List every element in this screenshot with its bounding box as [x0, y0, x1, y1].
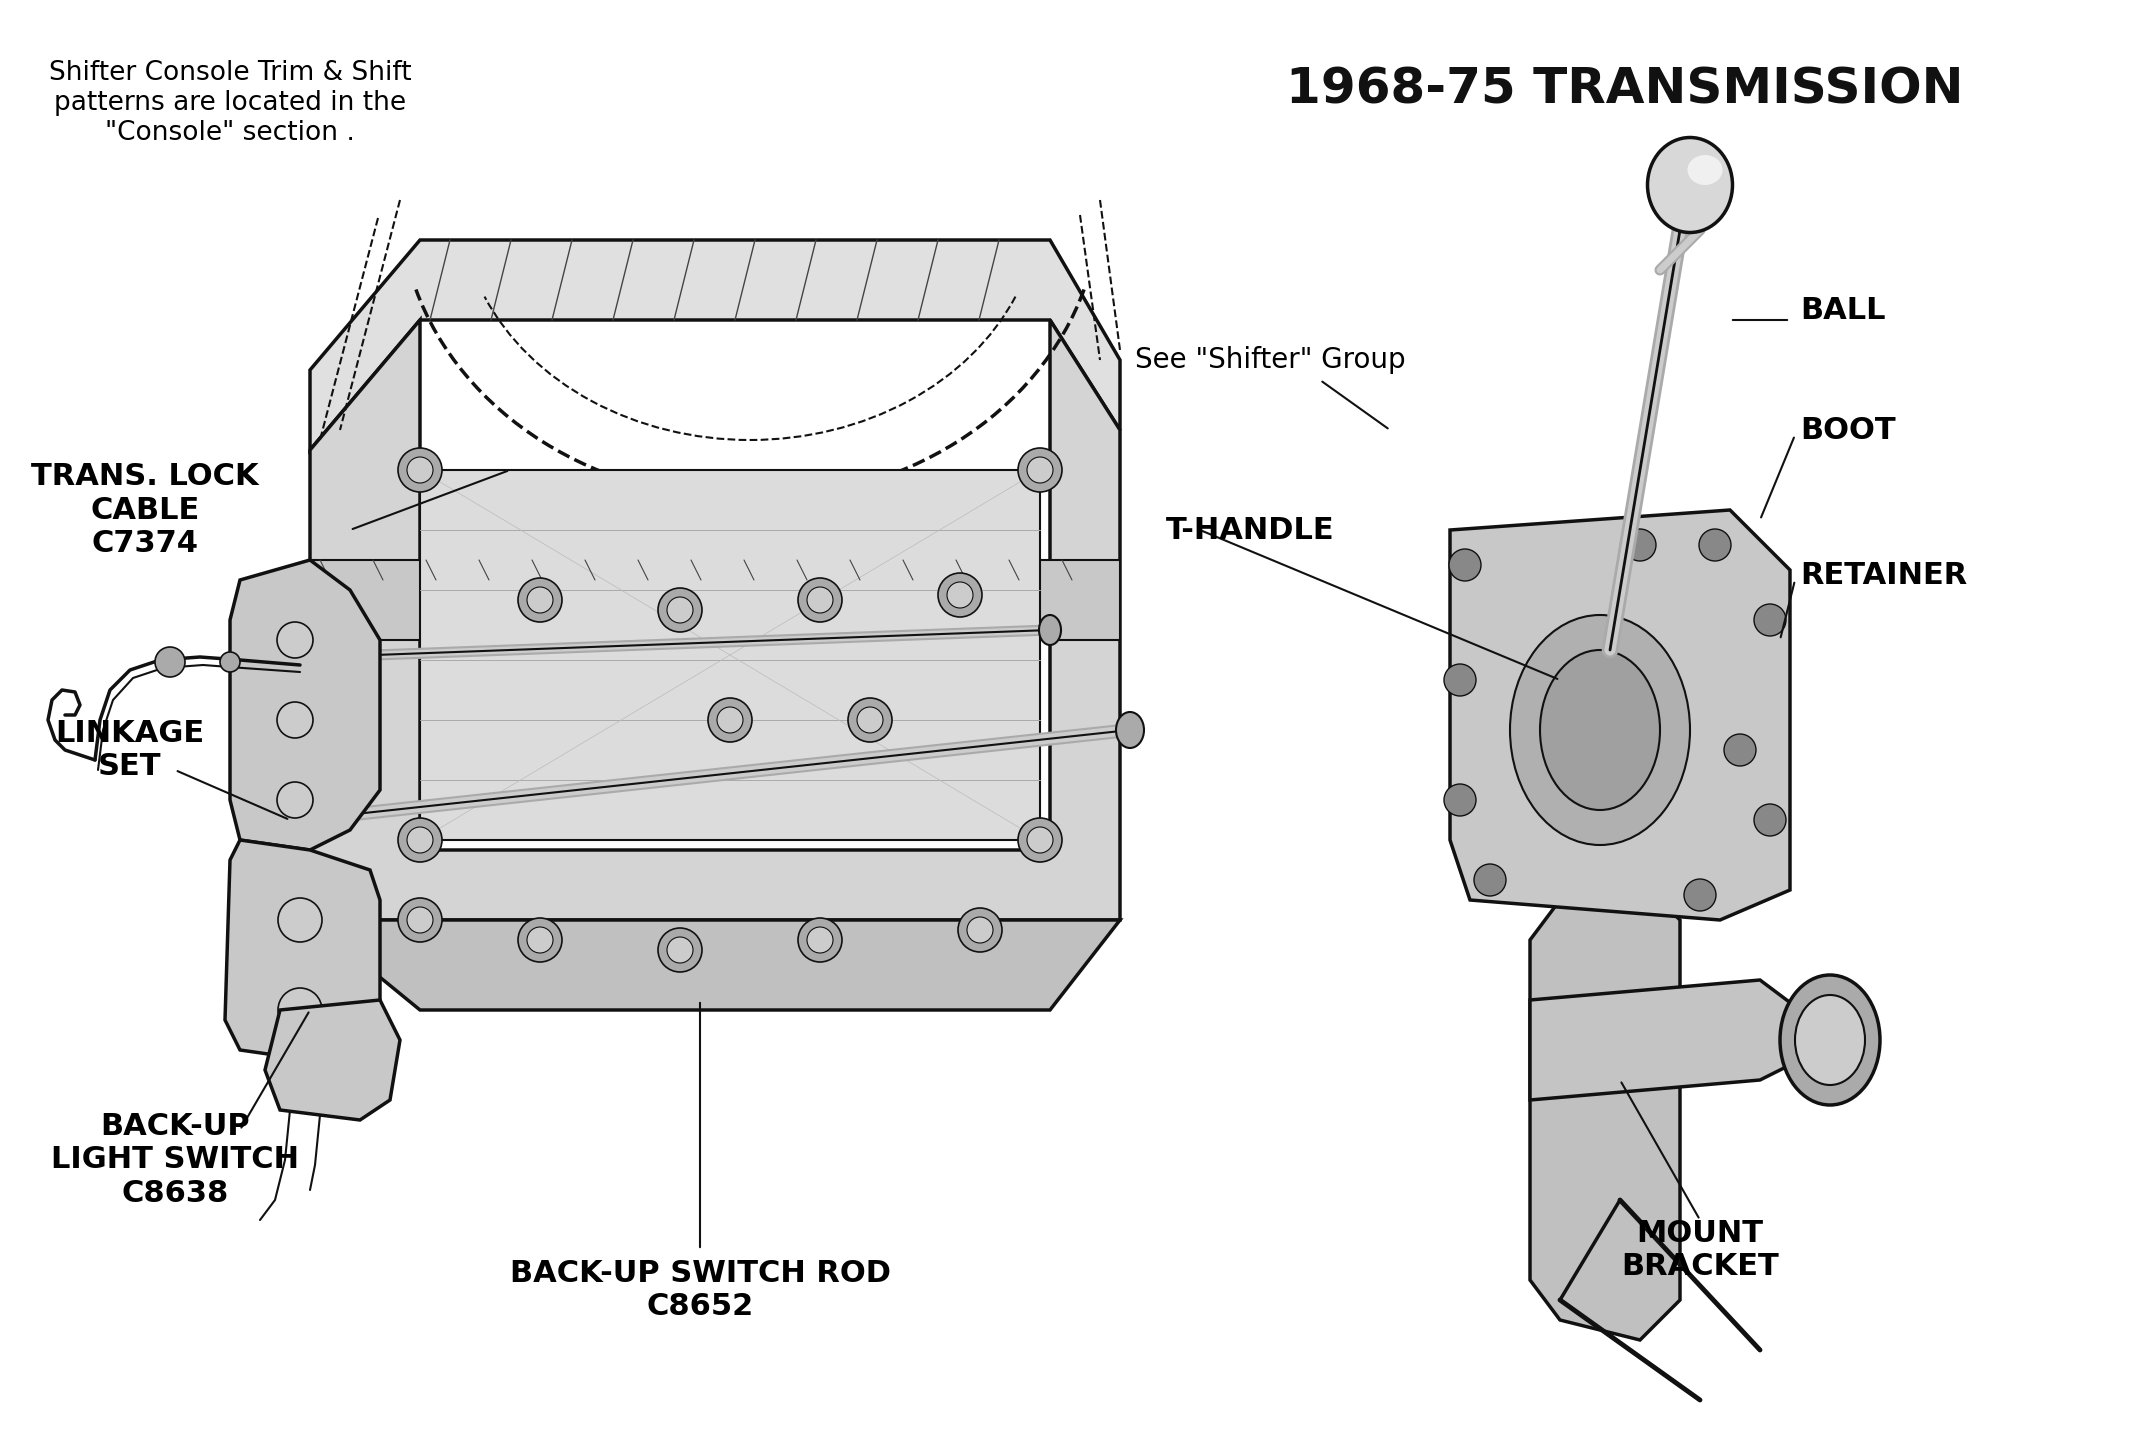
Circle shape [277, 702, 314, 737]
Polygon shape [419, 470, 1041, 840]
Text: BALL: BALL [1800, 296, 1886, 324]
Polygon shape [230, 560, 381, 850]
Circle shape [277, 782, 314, 817]
Circle shape [858, 707, 884, 733]
Circle shape [1623, 529, 1656, 562]
Circle shape [707, 697, 752, 742]
Circle shape [1754, 604, 1787, 636]
Circle shape [398, 897, 443, 942]
Circle shape [1445, 664, 1477, 696]
Circle shape [155, 647, 185, 677]
Text: MOUNT
BRACKET: MOUNT BRACKET [1621, 1219, 1778, 1282]
Circle shape [406, 457, 432, 483]
Ellipse shape [1688, 154, 1722, 184]
Circle shape [1683, 879, 1716, 912]
Text: BOOT: BOOT [1800, 416, 1896, 444]
Polygon shape [310, 320, 1120, 920]
Circle shape [798, 577, 843, 622]
Text: See "Shifter" Group: See "Shifter" Group [1135, 346, 1406, 374]
Polygon shape [310, 240, 1120, 450]
Polygon shape [264, 1000, 400, 1120]
Polygon shape [1449, 510, 1791, 920]
Ellipse shape [1038, 614, 1060, 644]
Circle shape [937, 573, 983, 617]
Ellipse shape [1539, 650, 1660, 810]
Circle shape [658, 587, 703, 632]
Circle shape [518, 917, 561, 962]
Circle shape [1449, 549, 1481, 582]
Circle shape [1028, 827, 1054, 853]
Circle shape [1028, 457, 1054, 483]
Circle shape [666, 937, 692, 963]
Ellipse shape [1509, 614, 1690, 845]
Text: BACK-UP SWITCH ROD
C8652: BACK-UP SWITCH ROD C8652 [510, 1259, 890, 1322]
Circle shape [806, 587, 832, 613]
Circle shape [806, 927, 832, 953]
Circle shape [658, 927, 703, 972]
Ellipse shape [286, 802, 314, 837]
Text: TRANS. LOCK
CABLE
C7374: TRANS. LOCK CABLE C7374 [32, 462, 258, 559]
Polygon shape [1531, 880, 1679, 1340]
Circle shape [406, 907, 432, 933]
Ellipse shape [230, 644, 252, 674]
Circle shape [527, 927, 553, 953]
Circle shape [1475, 865, 1505, 896]
Text: RETAINER: RETAINER [1800, 560, 1967, 590]
Circle shape [1017, 449, 1062, 492]
Circle shape [798, 917, 843, 962]
Circle shape [277, 897, 322, 942]
Text: LINKAGE
SET: LINKAGE SET [56, 719, 204, 782]
Circle shape [219, 652, 241, 672]
Ellipse shape [1780, 975, 1879, 1105]
Circle shape [398, 817, 443, 862]
Circle shape [406, 827, 432, 853]
Text: Shifter Console Trim & Shift
patterns are located in the
"Console" section .: Shifter Console Trim & Shift patterns ar… [49, 60, 411, 146]
Circle shape [959, 907, 1002, 952]
Text: BACK-UP
LIGHT SWITCH
C8638: BACK-UP LIGHT SWITCH C8638 [52, 1112, 299, 1208]
Circle shape [398, 449, 443, 492]
Circle shape [1698, 529, 1731, 562]
Circle shape [1445, 785, 1477, 816]
Circle shape [968, 917, 993, 943]
Circle shape [518, 577, 561, 622]
Circle shape [946, 582, 974, 607]
Circle shape [1724, 735, 1757, 766]
Ellipse shape [1647, 137, 1733, 233]
Polygon shape [310, 560, 1120, 640]
Polygon shape [310, 920, 1120, 1010]
Circle shape [847, 697, 892, 742]
Circle shape [277, 622, 314, 657]
Text: 1968-75 TRANSMISSION: 1968-75 TRANSMISSION [1286, 64, 1963, 113]
Text: T-HANDLE: T-HANDLE [1165, 516, 1335, 544]
Ellipse shape [1116, 712, 1144, 747]
Circle shape [716, 707, 744, 733]
Circle shape [666, 597, 692, 623]
Circle shape [1017, 817, 1062, 862]
Circle shape [527, 587, 553, 613]
Ellipse shape [1795, 995, 1864, 1085]
Polygon shape [1531, 980, 1800, 1100]
Circle shape [277, 987, 322, 1032]
Circle shape [1754, 805, 1787, 836]
Polygon shape [226, 840, 381, 1060]
